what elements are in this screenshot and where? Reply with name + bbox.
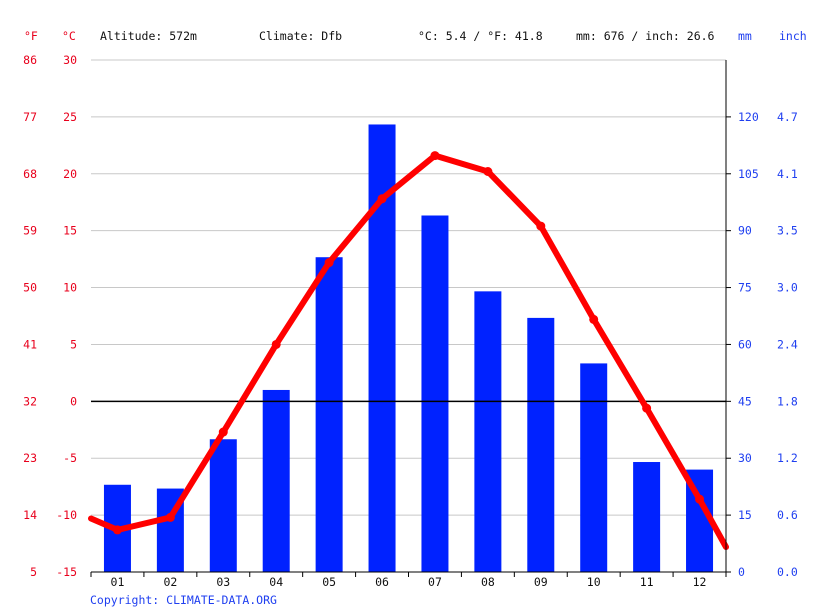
temperature-point — [218, 427, 228, 437]
fahrenheit-tick-label: 59 — [23, 224, 37, 238]
celsius-tick-label: 25 — [63, 110, 77, 124]
tick-labels: 30862577206815591050541032-523-1014-1551… — [23, 53, 798, 589]
inch-tick-label: 4.7 — [777, 110, 798, 124]
temperature-line-group — [88, 151, 729, 550]
inch-tick-label: 2.4 — [777, 337, 798, 351]
precipitation-bar — [262, 389, 290, 572]
inch-tick-label: 0.6 — [777, 508, 798, 522]
celsius-tick-label: -10 — [56, 508, 77, 522]
fahrenheit-tick-label: 50 — [23, 281, 37, 295]
fahrenheit-tick-label: 86 — [23, 53, 37, 67]
copyright-link[interactable]: Copyright: CLIMATE-DATA.ORG — [90, 593, 277, 607]
annual-precipitation-label: mm: 676 / inch: 26.6 — [576, 29, 715, 43]
precipitation-bar — [527, 317, 555, 572]
temperature-point — [695, 494, 705, 504]
axis-frame — [90, 60, 731, 577]
temperature-point — [483, 167, 493, 177]
mm-tick-label: 105 — [738, 167, 759, 181]
average-temperature-label: °C: 5.4 / °F: 41.8 — [418, 29, 543, 43]
inch-tick-label: 1.8 — [777, 394, 798, 408]
temperature-line — [88, 152, 729, 550]
fahrenheit-tick-label: 77 — [23, 110, 37, 124]
inch-tick-label: 3.5 — [777, 224, 798, 238]
month-label: 03 — [216, 575, 230, 589]
temperature-point — [642, 403, 652, 413]
precipitation-bar — [209, 439, 237, 572]
month-label: 09 — [534, 575, 548, 589]
temperature-point — [377, 194, 387, 204]
month-label: 11 — [640, 575, 654, 589]
month-label: 04 — [269, 575, 283, 589]
fahrenheit-tick-label: 32 — [23, 394, 37, 408]
month-label: 10 — [587, 575, 601, 589]
temperature-point — [165, 512, 175, 522]
temperature-point — [430, 151, 440, 161]
precipitation-bar — [580, 363, 608, 572]
celsius-tick-label: 0 — [70, 394, 77, 408]
month-label: 02 — [163, 575, 177, 589]
mm-tick-label: 0 — [738, 565, 745, 579]
celsius-tick-label: 5 — [70, 337, 77, 351]
altitude-label: Altitude: 572m — [100, 29, 197, 43]
precipitation-bar — [315, 257, 343, 572]
inch-unit-label: inch — [779, 29, 807, 43]
fahrenheit-tick-label: 5 — [30, 565, 37, 579]
mm-tick-label: 30 — [738, 451, 752, 465]
fahrenheit-tick-label: 14 — [23, 508, 37, 522]
month-label: 08 — [481, 575, 495, 589]
inch-tick-label: 4.1 — [777, 167, 798, 181]
temperature-point — [324, 258, 334, 268]
month-label: 06 — [375, 575, 389, 589]
celsius-tick-label: 10 — [63, 281, 77, 295]
mm-unit-label: mm — [738, 29, 752, 43]
mm-tick-label: 45 — [738, 394, 752, 408]
mm-tick-label: 15 — [738, 508, 752, 522]
temperature-point — [271, 339, 281, 349]
mm-tick-label: 60 — [738, 337, 752, 351]
celsius-tick-label: -5 — [63, 451, 77, 465]
celsius-tick-label: 20 — [63, 167, 77, 181]
precipitation-bar — [421, 215, 449, 573]
mm-tick-label: 75 — [738, 281, 752, 295]
month-label: 07 — [428, 575, 442, 589]
month-label: 05 — [322, 575, 336, 589]
celsius-tick-label: -15 — [56, 565, 77, 579]
fahrenheit-tick-label: 23 — [23, 451, 37, 465]
celsius-unit-label: °C — [62, 29, 76, 43]
celsius-tick-label: 30 — [63, 53, 77, 67]
fahrenheit-tick-label: 68 — [23, 167, 37, 181]
inch-tick-label: 1.2 — [777, 451, 798, 465]
temperature-point — [589, 314, 599, 324]
celsius-tick-label: 15 — [63, 224, 77, 238]
fahrenheit-unit-label: °F — [24, 29, 38, 43]
inch-tick-label: 3.0 — [777, 281, 798, 295]
mm-tick-label: 120 — [738, 110, 759, 124]
fahrenheit-tick-label: 41 — [23, 337, 37, 351]
climate-label: Climate: Dfb — [259, 29, 342, 43]
precipitation-bars — [103, 124, 714, 573]
temperature-point — [536, 221, 546, 231]
month-label: 12 — [693, 575, 707, 589]
precipitation-bar — [474, 291, 502, 572]
month-label: 01 — [111, 575, 125, 589]
mm-tick-label: 90 — [738, 224, 752, 238]
temperature-point — [112, 525, 122, 535]
inch-tick-label: 0.0 — [777, 565, 798, 579]
precipitation-bar — [633, 462, 661, 572]
